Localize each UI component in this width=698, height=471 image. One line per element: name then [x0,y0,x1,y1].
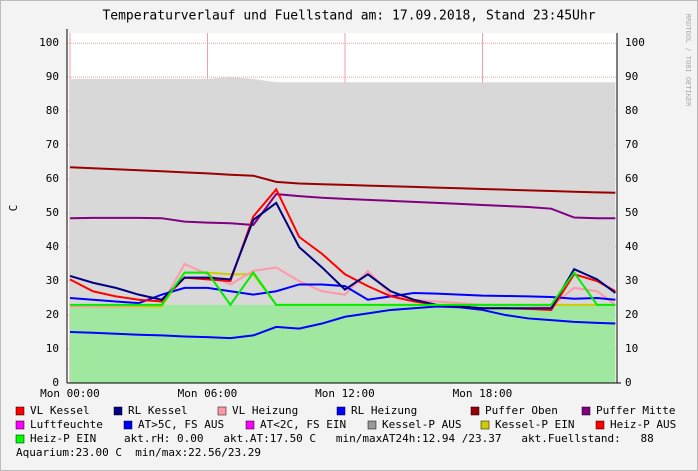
y-axis-label: C [7,205,20,212]
legend-label: VL Kessel [30,404,90,417]
legend-swatch [581,406,591,416]
series-line [69,193,616,227]
area [69,304,616,383]
aquarium-line: Aquarium:23.00 C min/max:22.56/23.29 [16,446,261,459]
y-tick-label: 90 [46,70,59,83]
y-tick-label: 80 [46,104,59,117]
y2-tick-label: 30 [625,274,638,287]
legend-label: Puffer Oben [485,404,558,417]
status-line: akt.rH: 0.00 akt.AT:17.50 C min/maxAT24h… [124,432,654,445]
y2-tick-label: 90 [625,70,638,83]
series-line [69,270,616,307]
x-tick-label: Mon 06:00 [178,387,238,400]
y-tick-label: 50 [46,206,59,219]
series-line [69,166,616,194]
y-tick-label: 20 [46,308,59,321]
legend-swatch [113,406,123,416]
y2-tick-label: 40 [625,240,638,253]
legend-label: AT<2C, FS EIN [260,418,346,431]
legend-label: Heiz-P AUS [610,418,676,431]
y2-tick-label: 80 [625,104,638,117]
side-label: RRDTOOL / TOBI OETIKER [684,14,692,108]
legend-swatch [15,434,25,444]
series-line [69,201,616,310]
legend-label: Puffer Mitte [596,404,675,417]
x-tick-label: Mon 12:00 [315,387,375,400]
y2-tick-label: 70 [625,138,638,151]
y-tick-label: 30 [46,274,59,287]
legend-swatch [15,406,25,416]
y2-tick-label: 0 [625,376,632,389]
legend-label: Luftfeuchte [30,418,103,431]
legend-label: RL Heizung [351,404,417,417]
legend-swatch [336,406,346,416]
legend-swatch [245,420,255,430]
legend-swatch [123,420,133,430]
legend-swatch [367,420,377,430]
x-tick-label: Mon 18:00 [453,387,513,400]
y2-tick-label: 60 [625,172,638,185]
legend-swatch [470,406,480,416]
series-line [69,283,616,305]
y-tick-label: 60 [46,172,59,185]
legend-swatch [595,420,605,430]
y2-tick-label: 50 [625,206,638,219]
y-tick-label: 100 [39,36,59,49]
legend-label: Heiz-P EIN [30,432,96,445]
legend-label: AT>5C, FS AUS [138,418,224,431]
legend-label: Kessel-P AUS [382,418,461,431]
legend-label: RL Kessel [128,404,188,417]
y2-tick-label: 10 [625,342,638,355]
y2-tick-label: 20 [625,308,638,321]
y2-tick-label: 100 [625,36,645,49]
legend-swatch [15,420,25,430]
legend-label: VL Heizung [232,404,298,417]
series-line [69,305,616,340]
y-tick-label: 0 [52,376,59,389]
legend-swatch [217,406,227,416]
legend-swatch [480,420,490,430]
chart-title: Temperaturverlauf und Fuellstand am: 17.… [102,9,595,24]
y-tick-label: 70 [46,138,59,151]
x-tick-label: Mon 00:00 [40,387,100,400]
y-tick-label: 40 [46,240,59,253]
legend-label: Kessel-P EIN [495,418,574,431]
y-tick-label: 10 [46,342,59,355]
